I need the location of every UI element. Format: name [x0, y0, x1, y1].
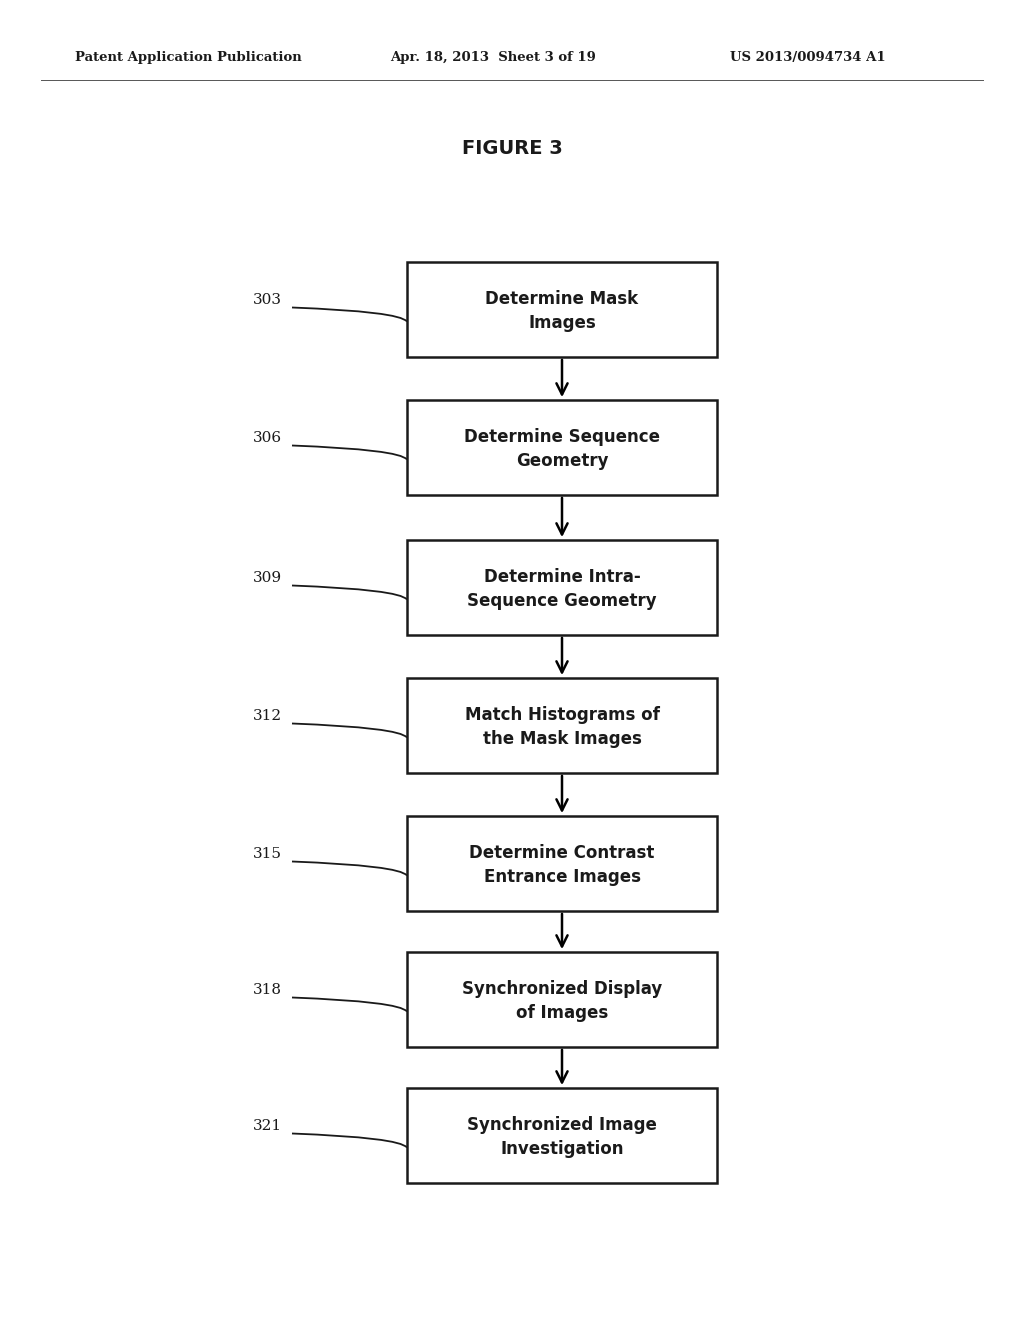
- Text: Geometry: Geometry: [516, 451, 608, 470]
- Text: Entrance Images: Entrance Images: [483, 867, 640, 886]
- Bar: [407, 952, 717, 1047]
- Text: Investigation: Investigation: [501, 1139, 624, 1158]
- Text: Images: Images: [528, 314, 596, 331]
- Text: Patent Application Publication: Patent Application Publication: [75, 51, 302, 65]
- Bar: [407, 400, 717, 495]
- Text: Determine Mask: Determine Mask: [485, 290, 639, 309]
- Text: Synchronized Image: Synchronized Image: [467, 1117, 657, 1134]
- Text: of Images: of Images: [516, 1003, 608, 1022]
- Text: 306: 306: [253, 430, 282, 445]
- Text: Synchronized Display: Synchronized Display: [462, 981, 663, 998]
- Text: Match Histograms of: Match Histograms of: [465, 706, 659, 725]
- Text: the Mask Images: the Mask Images: [482, 730, 641, 747]
- Text: 321: 321: [253, 1118, 282, 1133]
- Text: 318: 318: [253, 982, 282, 997]
- Text: 303: 303: [253, 293, 282, 306]
- Text: FIGURE 3: FIGURE 3: [462, 139, 562, 157]
- Text: Determine Intra-: Determine Intra-: [483, 569, 640, 586]
- Text: Determine Sequence: Determine Sequence: [464, 429, 660, 446]
- Text: US 2013/0094734 A1: US 2013/0094734 A1: [730, 51, 886, 65]
- Text: 309: 309: [253, 570, 282, 585]
- Bar: [407, 1088, 717, 1183]
- Text: 312: 312: [253, 709, 282, 722]
- Text: 315: 315: [253, 846, 282, 861]
- Text: Determine Contrast: Determine Contrast: [469, 845, 654, 862]
- Text: Apr. 18, 2013  Sheet 3 of 19: Apr. 18, 2013 Sheet 3 of 19: [390, 51, 596, 65]
- Bar: [407, 261, 717, 356]
- Bar: [407, 540, 717, 635]
- Text: Sequence Geometry: Sequence Geometry: [467, 591, 656, 610]
- Bar: [407, 816, 717, 911]
- Bar: [407, 678, 717, 774]
